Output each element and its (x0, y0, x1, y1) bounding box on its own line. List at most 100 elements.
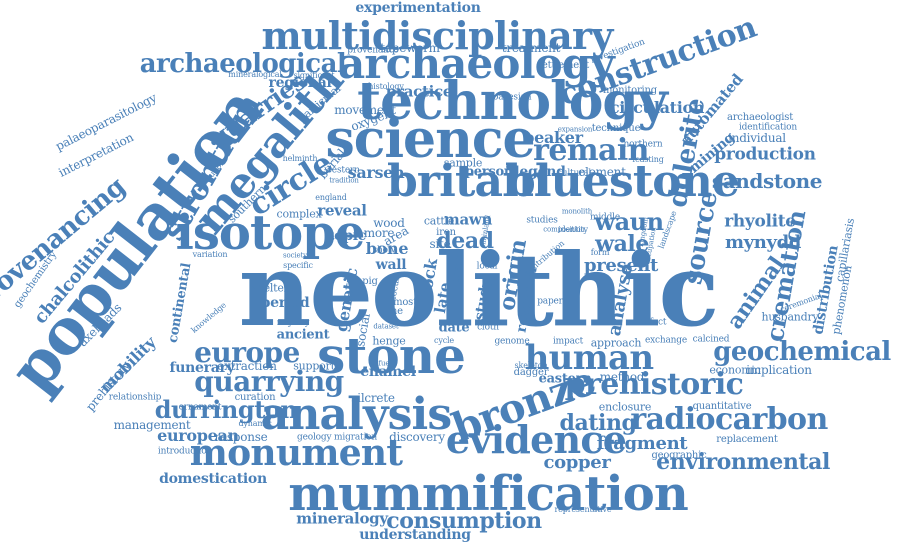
cloud-word-dataset: dataset (373, 322, 399, 331)
cloud-word-tradition: tradition (329, 176, 359, 185)
cloud-word-more: more (363, 226, 395, 240)
cloud-word-legend: legend (514, 164, 566, 180)
cloud-word-ancient: ancient (276, 327, 330, 343)
cloud-word-dagger: dagger (513, 367, 549, 378)
cloud-word-remain: remain (533, 133, 649, 168)
cloud-word-practice: practice (385, 82, 453, 101)
cloud-word-archaeology: archaeology (338, 39, 615, 88)
cloud-word-ornament: ornament (178, 402, 222, 413)
cloud-word-neolithic: neolithic (238, 231, 720, 349)
cloud-word-geology-migration: geology migration (296, 432, 378, 443)
cloud-word-reveal: reveal (317, 201, 367, 220)
cloud-word-geographic: geographic (651, 450, 707, 461)
cloud-word-bluestone: bluestone (505, 156, 740, 207)
cloud-word-response: response (214, 430, 268, 444)
cloud-word-isotope: isotope (175, 205, 366, 261)
cloud-word-experimentation: experimentation (355, 0, 481, 16)
cloud-word-dynamic: dynamic (238, 419, 272, 428)
cloud-word-henge: henge (372, 334, 406, 348)
cloud-word-identification: identification (738, 122, 798, 133)
cloud-word-show: show (372, 245, 396, 256)
cloud-word-cattle: cattle (423, 214, 455, 228)
cloud-word-continental: continental (165, 261, 195, 345)
cloud-word-method: method (599, 370, 645, 384)
cloud-word-calcined: calcined (692, 334, 730, 345)
cloud-word-analysis: analysis (260, 389, 452, 440)
cloud-word-local: local (476, 261, 498, 272)
cloud-word-rhyolite: rhyolite (724, 211, 796, 232)
cloud-word-quantitative: quantitative (692, 401, 752, 412)
cloud-word-complex: complex (276, 207, 322, 221)
cloud-word-support: support (293, 359, 335, 373)
cloud-word-copper: copper (543, 452, 611, 473)
cloud-word-representative: representative (554, 505, 612, 514)
cloud-word-funerary: funerary (169, 360, 235, 376)
cloud-word-significant: significant (293, 71, 335, 80)
cloud-word-monument: monument (189, 432, 403, 474)
cloud-word-europe: europe (194, 336, 300, 369)
cloud-word-stone: stone (317, 326, 466, 385)
cloud-word-wall: wall (375, 257, 407, 273)
cloud-word-feasting: feasting (632, 155, 664, 164)
cloud-word-impact: impact (552, 336, 584, 347)
cloud-word-technology: technology (357, 71, 668, 132)
cloud-word-monolith: monolith (561, 207, 593, 216)
cloud-word-person: person (464, 164, 514, 180)
cloud-word-wood: wood (373, 216, 405, 230)
cloud-word-settlement: settlement (536, 60, 590, 71)
cloud-word-introduction: introduction (157, 446, 213, 457)
cloud-word-exchange: exchange (644, 335, 688, 346)
cloud-word-mawn: mawn (443, 210, 493, 229)
cloud-word-composition: composition (543, 225, 585, 234)
cloud-word-paper: paper (537, 296, 563, 307)
cloud-word-curation: curation (234, 392, 276, 403)
cloud-word-mummification: mummification (288, 466, 689, 522)
cloud-word-replacement: replacement (716, 434, 778, 445)
cloud-word-britain: britain (386, 156, 550, 207)
cloud-word-technique: technique (591, 123, 641, 134)
cloud-word-consumption: consumption (386, 508, 542, 534)
cloud-word-european: european (157, 426, 239, 445)
cloud-word-cultural: cultural (556, 168, 592, 179)
cloud-word-cloth: cloth (477, 322, 499, 333)
cloud-word-date: date (438, 320, 470, 336)
cloud-word-western: western (324, 165, 360, 176)
cloud-word-monitoring: monitoring (602, 85, 658, 96)
cloud-word-understanding: understanding (359, 527, 471, 543)
cloud-word-regional: regional (268, 75, 332, 91)
cloud-word-studies: studies (526, 215, 558, 226)
cloud-word-domestication: domestication (159, 471, 267, 487)
cloud-word-dead: dead (436, 228, 494, 254)
cloud-word-shelter: shelter (251, 281, 289, 295)
cloud-word-site: site (429, 237, 451, 251)
cloud-word-artefact: artefact (631, 317, 667, 328)
cloud-word-society: society (283, 251, 307, 260)
cloud-word-genome: genome (494, 336, 530, 347)
cloud-word-topic: topic (327, 228, 367, 244)
cloud-word-pig: pig (362, 276, 378, 287)
cloud-word-period: period (260, 295, 310, 311)
cloud-word-mynydd: mynydd (724, 232, 802, 253)
cloud-word-husbandry: husbandry (761, 310, 819, 324)
cloud-word-element: element (578, 165, 626, 179)
cloud-word-time: time (381, 306, 403, 317)
cloud-word-most: most (393, 297, 417, 308)
cloud-word-approach: approach (590, 336, 642, 350)
cloud-word-durrington: durrington (154, 395, 298, 424)
cloud-word-helminth: helminth (282, 154, 318, 163)
cloud-word-sample: sample (443, 156, 483, 170)
cloud-word-extraction: extraction (217, 359, 277, 373)
cloud-word-individual: individual (728, 131, 786, 145)
cloud-word-identity: identity (558, 225, 588, 234)
cloud-word-prehistory: prehistory (83, 358, 133, 414)
cloud-word-discovery: discovery (389, 430, 445, 444)
cloud-word-multidisciplinary: multidisciplinary (261, 13, 613, 58)
cloud-word-iron: iron (436, 227, 456, 238)
cloud-word-evidence: evidence (445, 417, 627, 462)
cloud-word-histology: histology (368, 82, 404, 91)
cloud-word-northern: northern (623, 139, 663, 150)
cloud-word-archaeologist: archaeologist (726, 112, 794, 123)
cloud-word-mineralogical: mineralogical (228, 70, 282, 79)
cloud-word-knowledge: knowledge (189, 300, 228, 335)
cloud-word-treatment: treatment (501, 41, 561, 55)
